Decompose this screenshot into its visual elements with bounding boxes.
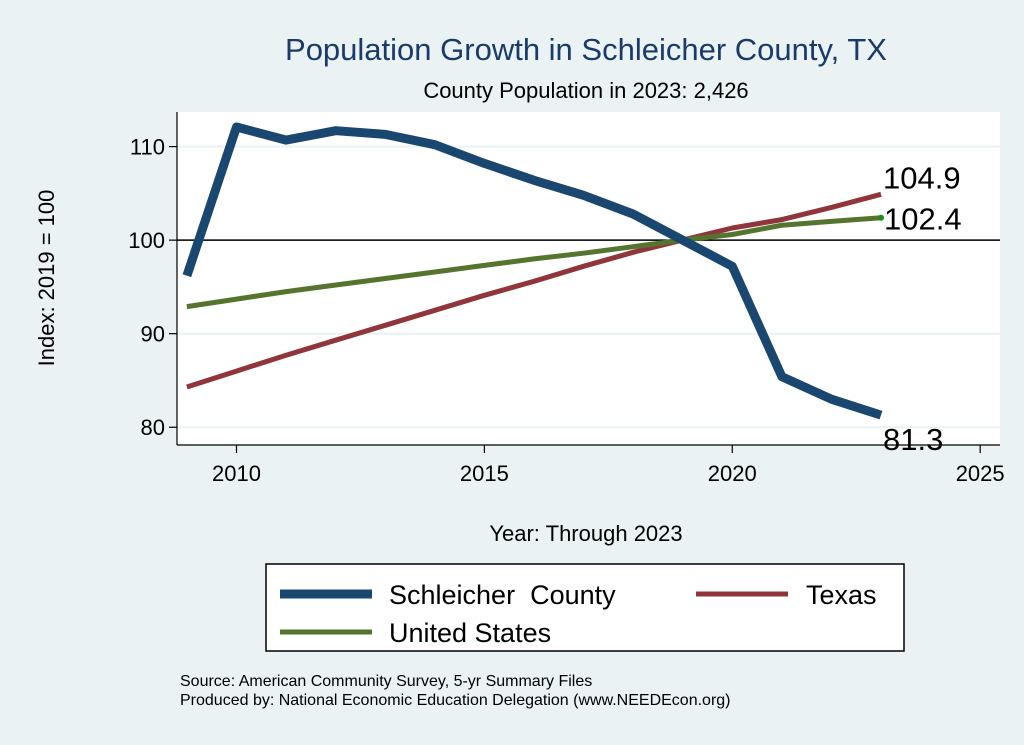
legend-label-county: Schleicher County bbox=[389, 580, 616, 610]
y-tick-label: 80 bbox=[141, 415, 165, 440]
y-tick-label: 90 bbox=[141, 322, 165, 347]
y-tick-label: 100 bbox=[128, 228, 165, 253]
producer-note: Produced by: National Economic Education… bbox=[180, 692, 731, 709]
us-end-marker bbox=[878, 214, 885, 221]
source-note: Source: American Community Survey, 5-yr … bbox=[180, 673, 592, 690]
x-tick-label: 2010 bbox=[212, 461, 261, 486]
x-axis-label: Year: Through 2023 bbox=[489, 521, 682, 546]
chart-title: Population Growth in Schleicher County, … bbox=[285, 32, 887, 67]
legend-label-texas: Texas bbox=[806, 580, 877, 610]
legend-label-us: United States bbox=[389, 618, 551, 648]
end-label-us: 102.4 bbox=[884, 202, 962, 237]
x-tick-label: 2020 bbox=[708, 461, 757, 486]
y-axis-label: Index: 2019 = 100 bbox=[34, 190, 59, 367]
end-label-texas: 104.9 bbox=[883, 160, 961, 195]
x-tick-label: 2025 bbox=[956, 461, 1005, 486]
legend: Schleicher County Texas United States bbox=[265, 563, 905, 652]
plot-area bbox=[177, 112, 1000, 445]
y-tick-label: 110 bbox=[130, 135, 165, 160]
chart-subtitle: County Population in 2023: 2,426 bbox=[423, 78, 748, 103]
x-tick-label: 2015 bbox=[460, 461, 509, 486]
end-label-county: 81.3 bbox=[883, 422, 943, 457]
